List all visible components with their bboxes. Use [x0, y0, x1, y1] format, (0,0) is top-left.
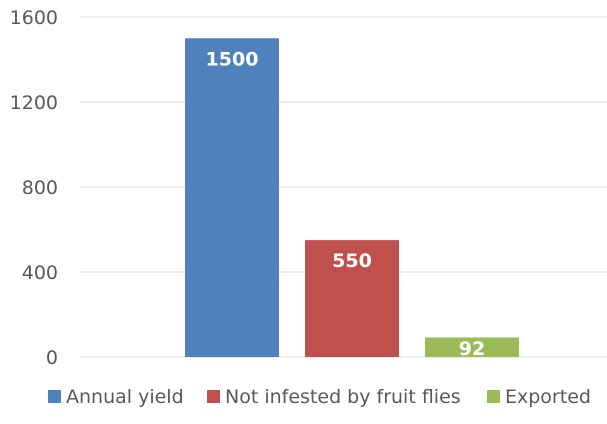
legend-swatch — [207, 390, 220, 403]
y-tick-label: 0 — [46, 347, 58, 369]
y-tick-label: 1200 — [10, 92, 58, 114]
y-tick-label: 400 — [22, 262, 58, 284]
y-tick-label: 1600 — [10, 7, 58, 29]
data-label: 92 — [459, 338, 485, 360]
data-label: 550 — [332, 250, 372, 272]
legend-label: Not infested by fruit flies — [225, 386, 461, 408]
data-label: 1500 — [206, 48, 259, 70]
legend-label: Exported — [505, 386, 591, 408]
y-tick-label: 800 — [22, 177, 58, 199]
bar-exported — [425, 337, 519, 357]
legend-label: Annual yield — [66, 386, 184, 408]
bar-not-infested-by-fruit-flies — [305, 240, 399, 357]
legend-swatch — [487, 390, 500, 403]
legend-swatch — [48, 390, 61, 403]
bar-annual-yield — [185, 38, 279, 357]
